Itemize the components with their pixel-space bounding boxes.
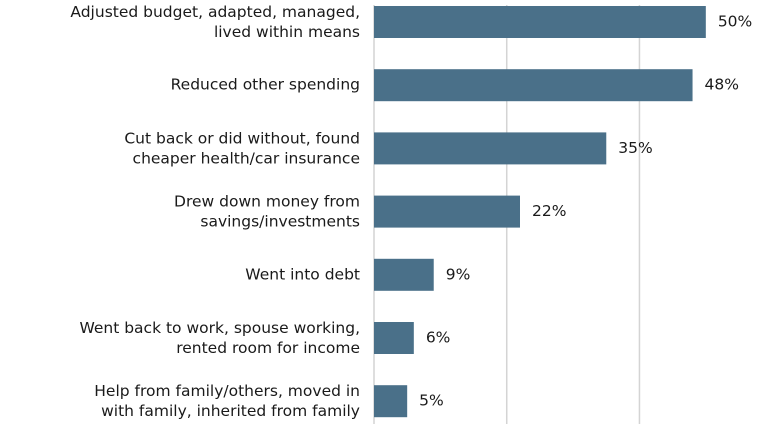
value-label: 50%	[718, 13, 752, 31]
value-label: 35%	[618, 139, 652, 157]
value-label: 9%	[446, 265, 471, 283]
category-label: Went back to work, spouse working, rented…	[79, 319, 360, 357]
category-label: Adjusted budget, adapted, managed, lived …	[70, 3, 360, 41]
bar	[374, 385, 408, 418]
category-label: Reduced other spending	[171, 76, 360, 94]
value-label: 22%	[532, 202, 566, 220]
bar	[374, 195, 520, 228]
bar	[374, 258, 434, 291]
bar	[374, 322, 414, 354]
value-label: 6%	[426, 329, 451, 347]
value-label: 48%	[705, 76, 739, 94]
bar	[374, 132, 607, 165]
category-label: Help from family/others, moved in with fa…	[94, 382, 360, 420]
value-label: 5%	[419, 392, 444, 410]
category-label: Cut back or did without, found cheaper he…	[124, 129, 360, 167]
bar	[374, 69, 693, 102]
category-label: Drew down money from savings/investments	[174, 192, 360, 230]
bar	[374, 6, 706, 38]
category-label: Went into debt	[245, 265, 360, 283]
